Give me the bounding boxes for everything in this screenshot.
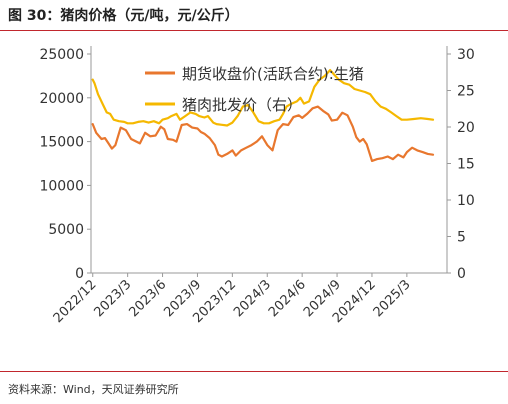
y-right-tick-label: 25 [457, 84, 475, 100]
y-right-tick-label: 30 [457, 47, 475, 63]
price-chart: 0 5000 10000 15000 20000 25000 0 5 10 15 20 25 30 202… [39, 46, 475, 326]
chart-series [91, 68, 435, 162]
y-right-tick-label: 20 [457, 120, 475, 136]
y-left-tick-label: 20000 [39, 91, 84, 107]
y-right-tick-label: 15 [457, 157, 475, 173]
x-tick-label: 2024/3 [231, 277, 274, 320]
y-left-tick-label: 5000 [48, 222, 84, 238]
x-tick-label: 2023/3 [92, 277, 135, 320]
y-left-tick-label: 0 [75, 266, 84, 282]
source-note: 资料来源：Wind，天风证券研究所 [8, 383, 179, 396]
series-line-wholesale [91, 68, 435, 127]
legend-label: 猪肉批发价（右） [182, 96, 302, 114]
y-right-tick-label: 5 [457, 230, 466, 246]
x-tick-label: 2024/6 [266, 277, 309, 320]
x-tick-label: 2023/6 [126, 277, 169, 320]
legend-label: 期货收盘价(活跃合约):生猪 [182, 65, 364, 83]
y-left-tick-label: 15000 [39, 135, 84, 151]
y-left-tick-label: 10000 [39, 178, 84, 194]
chart-title: 图 30：猪肉价格（元/吨，元/公斤） [8, 8, 239, 24]
footer-divider [0, 371, 508, 372]
chart-axes: 0 5000 10000 15000 20000 25000 0 5 10 15 20 25 30 202… [39, 46, 475, 326]
x-tick-label: 2025/3 [371, 277, 414, 320]
series-line-futures [91, 105, 435, 162]
y-right-tick-label: 10 [457, 193, 475, 209]
y-left-tick-label: 25000 [39, 47, 84, 63]
title-divider [0, 30, 508, 31]
x-tick-label: 2022/12 [51, 277, 100, 326]
y-right-tick-label: 0 [457, 266, 466, 282]
